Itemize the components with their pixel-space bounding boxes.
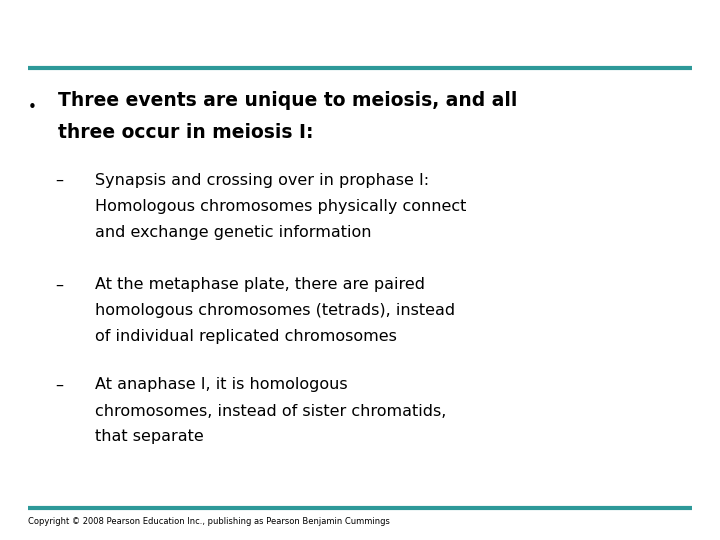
Text: –: – <box>55 172 63 187</box>
Text: that separate: that separate <box>95 429 204 444</box>
Text: Synapsis and crossing over in prophase I:: Synapsis and crossing over in prophase I… <box>95 172 429 187</box>
Text: At anaphase I, it is homologous: At anaphase I, it is homologous <box>95 377 348 393</box>
Text: homologous chromosomes (tetrads), instead: homologous chromosomes (tetrads), instea… <box>95 303 455 319</box>
Text: At the metaphase plate, there are paired: At the metaphase plate, there are paired <box>95 278 425 293</box>
Text: –: – <box>55 377 63 393</box>
Text: Copyright © 2008 Pearson Education Inc., publishing as Pearson Benjamin Cummings: Copyright © 2008 Pearson Education Inc.,… <box>28 517 390 526</box>
Text: chromosomes, instead of sister chromatids,: chromosomes, instead of sister chromatid… <box>95 403 446 418</box>
Text: three occur in meiosis I:: three occur in meiosis I: <box>58 123 313 141</box>
Text: Homologous chromosomes physically connect: Homologous chromosomes physically connec… <box>95 199 467 213</box>
Text: –: – <box>55 278 63 293</box>
Text: •: • <box>28 100 37 116</box>
Text: Three events are unique to meiosis, and all: Three events are unique to meiosis, and … <box>58 91 518 110</box>
Text: and exchange genetic information: and exchange genetic information <box>95 225 372 240</box>
Text: of individual replicated chromosomes: of individual replicated chromosomes <box>95 329 397 345</box>
